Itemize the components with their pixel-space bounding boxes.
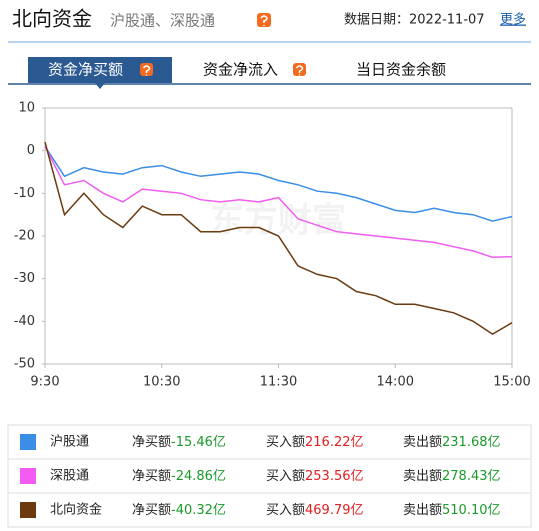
help-icon[interactable] — [257, 13, 271, 27]
sell-figure: 卖出额278.43亿 — [403, 469, 501, 484]
legend-swatch — [20, 434, 36, 450]
buy-label: 买入额 — [266, 503, 305, 518]
y-tick-label: -10 — [14, 186, 35, 201]
net-label: 净买额 — [132, 435, 171, 450]
table-row — [7, 458, 532, 494]
y-tick-label: -20 — [14, 229, 35, 244]
sell-label: 卖出额 — [403, 503, 442, 518]
sell-value: 510.10亿 — [442, 503, 501, 518]
series-line — [44, 141, 513, 335]
x-tick-label: 9:30 — [30, 375, 59, 390]
table-row — [7, 424, 532, 460]
net-figure: 净买额-15.46亿 — [132, 435, 226, 450]
series-line — [44, 145, 513, 222]
tab[interactable]: 当日资金余额 — [356, 61, 446, 79]
net-figure: 净买额-24.86亿 — [132, 469, 226, 484]
legend-swatch — [20, 468, 36, 484]
buy-value: 216.22亿 — [305, 435, 364, 450]
watermark: 东方财富 — [210, 201, 346, 241]
y-tick-label: -30 — [14, 271, 35, 286]
tab[interactable]: 资金净流入 — [203, 61, 278, 79]
more-link[interactable]: 更多 — [500, 12, 526, 28]
net-label: 净买额 — [132, 503, 171, 518]
x-tick-label: 15:00 — [493, 375, 530, 390]
sell-value: 231.68亿 — [442, 435, 501, 450]
y-tick-label: 10 — [18, 101, 35, 116]
net-value: -15.46亿 — [171, 435, 226, 450]
buy-value: 253.56亿 — [305, 469, 364, 484]
page-title: 北向资金 — [12, 7, 92, 31]
x-tick-label: 14:00 — [377, 375, 414, 390]
series-line — [44, 146, 513, 259]
buy-label: 买入额 — [266, 469, 305, 484]
help-icon[interactable] — [140, 63, 153, 76]
subtitle: 沪股通、深股通 — [110, 12, 215, 30]
buy-figure: 买入额253.56亿 — [266, 469, 364, 484]
legend-name: 北向资金 — [50, 502, 102, 518]
buy-figure: 买入额216.22亿 — [266, 435, 364, 450]
x-tick-label: 11:30 — [260, 375, 297, 390]
net-figure: 净买额-40.32亿 — [132, 503, 226, 518]
help-icon[interactable] — [293, 63, 306, 76]
buy-label: 买入额 — [266, 435, 305, 450]
data-date: 数据日期：2022-11-07 — [344, 13, 485, 28]
sell-value: 278.43亿 — [442, 469, 501, 484]
sell-label: 卖出额 — [403, 469, 442, 484]
y-tick-label: -40 — [14, 314, 35, 329]
net-value: -40.32亿 — [171, 503, 226, 518]
sell-figure: 卖出额231.68亿 — [403, 435, 501, 450]
legend-name: 深股通 — [50, 469, 89, 484]
net-label: 净买额 — [132, 469, 171, 484]
table-row — [7, 492, 532, 528]
x-tick-label: 10:30 — [143, 375, 180, 390]
sell-label: 卖出额 — [403, 435, 442, 450]
net-value: -24.86亿 — [171, 469, 226, 484]
legend-swatch — [20, 502, 36, 518]
legend-name: 沪股通 — [50, 434, 89, 450]
buy-figure: 买入额469.79亿 — [266, 503, 364, 518]
sell-figure: 卖出额510.10亿 — [403, 503, 501, 518]
y-tick-label: 0 — [27, 143, 35, 158]
buy-value: 469.79亿 — [305, 503, 364, 518]
tab[interactable]: 资金净买额 — [48, 61, 123, 79]
y-tick-label: -50 — [14, 357, 35, 372]
